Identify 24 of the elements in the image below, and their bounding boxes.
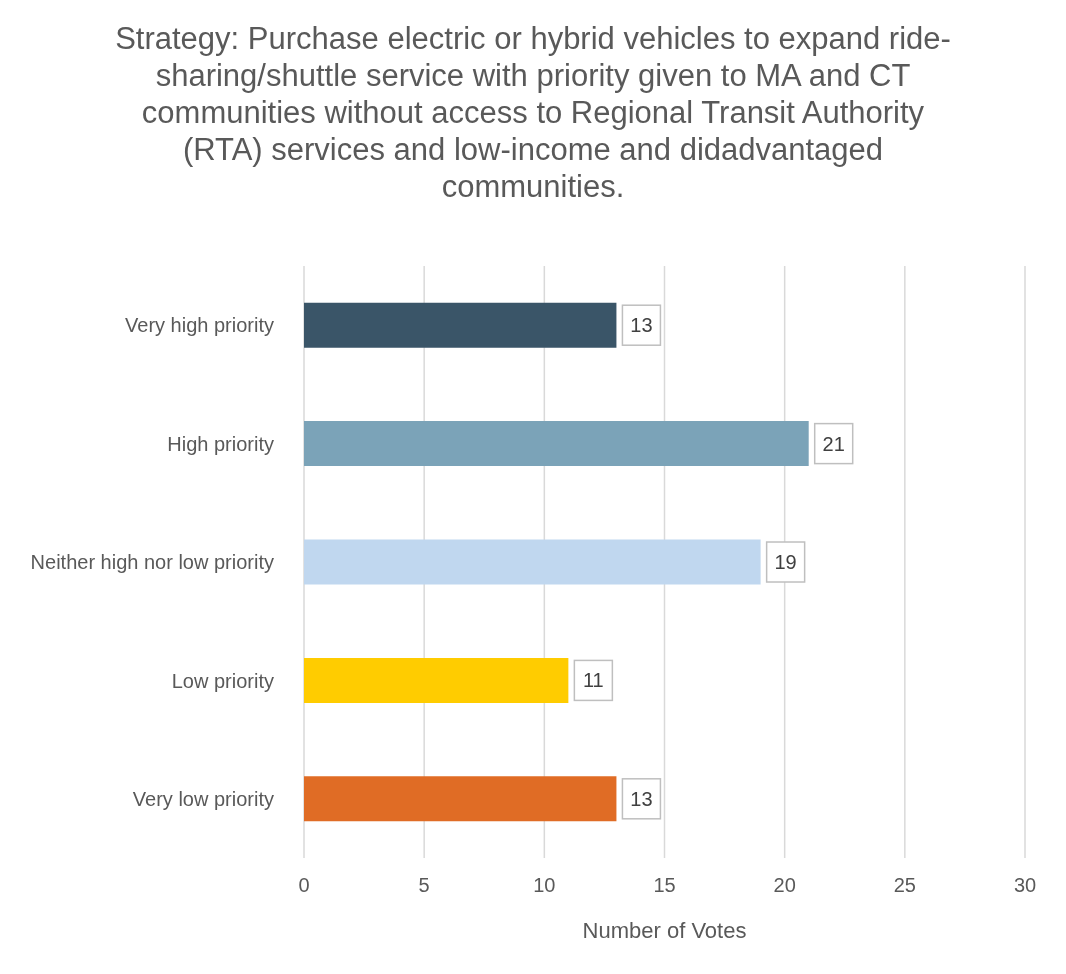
data-label: 13 (630, 314, 653, 337)
data-label: 19 (774, 551, 797, 573)
bar (304, 421, 809, 467)
x-tick-label: 25 (893, 874, 916, 897)
bar (304, 539, 761, 585)
y-tick-label: Neither high nor low priority (30, 551, 274, 574)
data-label: 11 (582, 669, 604, 692)
y-tick-label: Very high priority (125, 314, 274, 337)
x-tick-label: 0 (298, 874, 310, 897)
bar (304, 657, 569, 703)
x-tick-label: 20 (773, 874, 796, 897)
x-tick-label: 10 (533, 874, 556, 897)
bar (304, 302, 617, 348)
y-tick-label: Low priority (171, 669, 274, 692)
x-tick-label: 30 (1013, 874, 1037, 897)
x-axis-title: Number of Votes (582, 918, 747, 943)
y-tick-label: High priority (167, 432, 274, 455)
y-tick-label: Very low priority (132, 787, 274, 810)
data-label: 21 (822, 432, 845, 455)
x-tick-label: 5 (418, 874, 430, 897)
bar (304, 776, 617, 822)
x-tick-label: 15 (653, 874, 676, 897)
data-label: 13 (630, 787, 653, 810)
chart-title: Strategy: Purchase electric or hybrid vehicles to expand ride-sharing/shuttle service with priority given to MA and CT communities without access to Regional Transit Authority (RTA) services and low-income and didadvantaged communities. (114, 20, 952, 206)
